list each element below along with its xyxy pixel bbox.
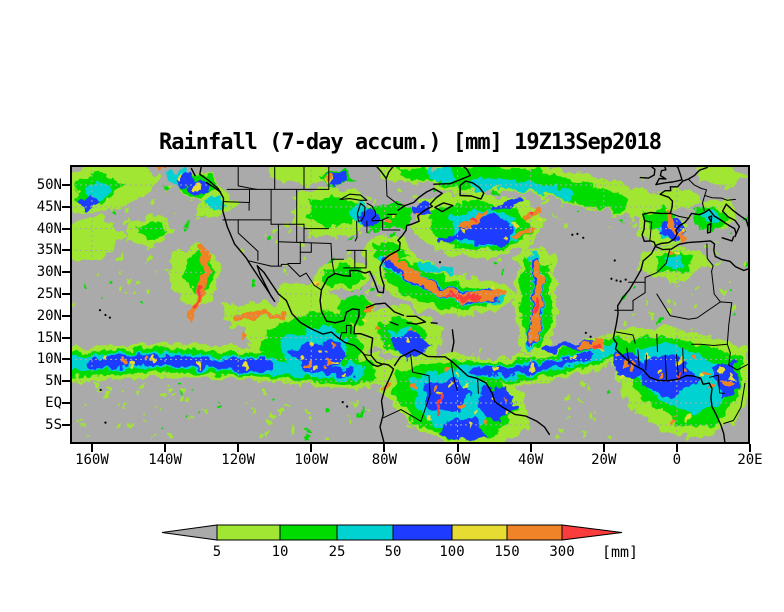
x-axis-tick (383, 444, 386, 452)
y-axis-label-5N: 5N (45, 373, 62, 390)
rain-shading-layer (45, 159, 754, 447)
y-axis-label-25N: 25N (36, 286, 62, 303)
x-axis-label-0: 0 (672, 452, 682, 468)
x-axis-label-80W: 80W (371, 452, 398, 468)
y-axis-tick (62, 380, 70, 383)
y-axis-label-50N: 50N (36, 177, 62, 194)
colorbar-segment-10 (279, 524, 338, 541)
x-axis-tick (675, 444, 678, 452)
colorbar-segment-50 (392, 524, 453, 541)
colorbar-tick-label-10: 10 (271, 544, 289, 560)
chart-title: Rainfall (7-day accum.) [mm] 19Z13Sep201… (158, 130, 662, 155)
colorbar-segment-5 (216, 524, 281, 541)
colorbar-above-max-arrow (561, 524, 623, 541)
map-plot-area (45, 159, 754, 447)
y-axis-label-15N: 15N (36, 329, 62, 346)
x-axis-tick (237, 444, 240, 452)
colorbar-below-min-arrow (161, 524, 218, 541)
y-axis-tick (62, 402, 70, 405)
x-axis-label-120W: 120W (221, 452, 256, 468)
colorbar-tick-label-300: 300 (549, 544, 575, 560)
x-axis-label-20W: 20W (591, 452, 617, 468)
y-axis-label-40N: 40N (36, 220, 62, 237)
y-axis-label-5S: 5S (45, 416, 62, 433)
colorbar-tick-label-150: 150 (494, 544, 520, 560)
y-axis-tick (62, 271, 70, 274)
y-axis-tick (62, 249, 70, 252)
colorbar-tick-label-25: 25 (328, 544, 346, 560)
x-axis-label-140W: 140W (148, 452, 182, 468)
x-axis-label-40W: 40W (517, 452, 544, 468)
y-axis-tick (62, 293, 70, 296)
x-axis-label-20E: 20E (737, 452, 763, 468)
coastline-layer (98, 164, 751, 445)
colorbar-segment-25 (336, 524, 394, 541)
y-axis-tick (62, 358, 70, 361)
colorbar-segment-100 (451, 524, 508, 541)
y-axis-label-EQ: EQ (45, 395, 62, 412)
y-axis-tick (62, 205, 70, 208)
x-axis-tick (90, 444, 93, 452)
x-axis-tick (529, 444, 532, 452)
colorbar-unit-label: [mm] (601, 543, 639, 561)
colorbar-tick-label-50: 50 (384, 544, 402, 560)
y-axis-label-30N: 30N (36, 264, 62, 281)
colorbar-graphic (161, 524, 623, 541)
y-axis-label-10N: 10N (36, 351, 62, 368)
y-axis-tick (62, 423, 70, 426)
y-axis-tick (62, 227, 70, 230)
y-axis-label-20N: 20N (36, 307, 62, 324)
map-frame (70, 165, 750, 444)
colorbar-tick-label-100: 100 (439, 544, 465, 560)
y-axis-tick (62, 314, 70, 317)
x-axis-label-160W: 160W (75, 452, 109, 468)
y-axis-tick (62, 336, 70, 339)
x-axis-tick (602, 444, 605, 452)
x-axis-tick (456, 444, 459, 452)
colorbar-segment-150 (506, 524, 563, 541)
x-axis-label-100W: 100W (294, 452, 329, 468)
colorbar-legend: 5 10 25 50 100 150 300 [mm] (150, 516, 690, 576)
y-axis-tick (62, 184, 70, 187)
colorbar-tick-label-5: 5 (212, 544, 222, 560)
y-axis-label-45N: 45N (36, 198, 62, 215)
x-axis-label-60W: 60W (444, 452, 471, 468)
x-axis-tick (748, 444, 751, 452)
y-axis-label-35N: 35N (36, 242, 62, 259)
x-axis-tick (310, 444, 313, 452)
rainfall-map (45, 159, 754, 447)
x-axis-tick (164, 444, 167, 452)
